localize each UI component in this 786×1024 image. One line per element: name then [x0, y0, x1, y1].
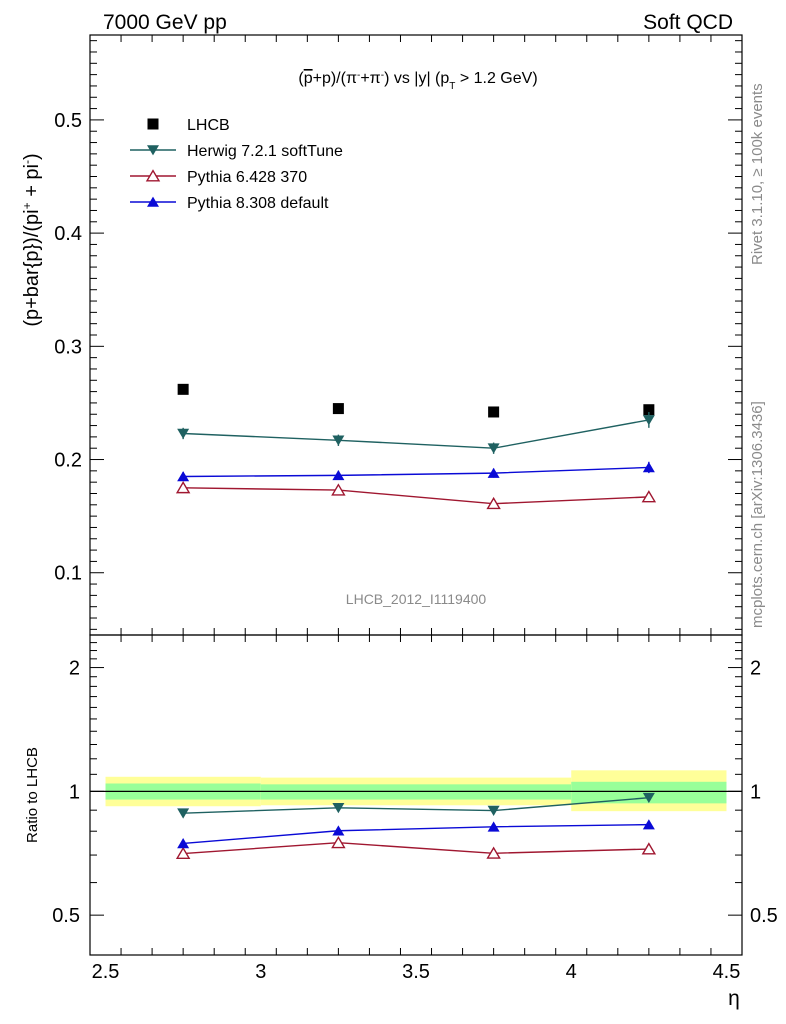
ylabel-mid: + pi — [21, 164, 43, 202]
legend-marker-herwig — [147, 145, 159, 156]
legend-label-lhcb: LHCB — [187, 117, 230, 134]
main-point-lhcb — [643, 404, 655, 416]
main-point-pythia8 — [177, 471, 190, 482]
ratio-point-pythia6 — [641, 842, 657, 855]
ratio-ytick-label-right: 1 — [750, 781, 761, 803]
title-sup-a: - — [357, 70, 360, 81]
main-point-lhcb — [332, 403, 344, 415]
legend-label-herwig: Herwig 7.2.1 softTune — [187, 143, 343, 160]
title-mid: +π — [360, 70, 380, 87]
ratio-xtick-label: 3.5 — [402, 961, 430, 983]
ratio-band-inner — [416, 784, 572, 800]
legend: LHCB Herwig 7.2.1 softTune Pythia 6.428 37… — [130, 117, 343, 212]
ratio-band-inner — [571, 781, 727, 804]
ratio-point-pythia8 — [487, 821, 500, 832]
ratio-series-layer — [175, 792, 657, 860]
rivet-info: Rivet 3.1.10, ≥ 100k events — [749, 83, 766, 265]
ratio-xtick-label: 2.5 — [92, 961, 120, 983]
ratio-point-herwig — [487, 805, 500, 816]
main-point-lhcb — [488, 406, 500, 418]
ratio-point-pythia8 — [642, 819, 655, 830]
main-line-pythia8 — [183, 466, 649, 478]
main-ytick-label: 0.3 — [54, 336, 82, 358]
main-line-herwig — [183, 419, 649, 449]
title-tail: > 1.2 GeV) — [455, 70, 537, 87]
ratio-line-pythia6 — [183, 842, 649, 855]
ratio-point-pythia8 — [332, 825, 345, 836]
main-ytick-label: 0.5 — [54, 110, 82, 132]
title-post-pi: ) vs |y| (p — [384, 70, 449, 87]
ratio-ylabel: Ratio to LHCB — [24, 747, 41, 843]
ratio-point-herwig — [177, 808, 190, 819]
main-ytick-label: 0.2 — [54, 450, 82, 472]
ratio-point-herwig — [332, 803, 345, 814]
ratio-ytick-label-right: 2 — [750, 658, 761, 680]
main-series-layer — [175, 383, 657, 510]
ratio-ytick-label-right: 0.5 — [750, 905, 778, 927]
axis-ticks: 0.1 0.2 0.3 0.4 0.5 2.5 3 3.5 4 4.5 0.5 0.5 1 1 2 2 — [52, 35, 778, 983]
ylabel-sup1: + — [20, 202, 34, 209]
ratio-ytick-label: 0.5 — [52, 905, 80, 927]
plot-title: (p+p)/(π-+π-) vs |y| (pT > 1.2 GeV) — [298, 70, 537, 92]
main-point-pythia6 — [175, 481, 191, 494]
title-pt-sub: T — [449, 81, 455, 92]
ratio-line-pythia8 — [183, 823, 649, 845]
main-ytick-label: 0.4 — [54, 223, 82, 245]
main-line-pythia6 — [183, 487, 649, 505]
main-point-herwig — [177, 428, 190, 439]
main-ytick-label: 0.1 — [54, 563, 82, 585]
x-axis-label: η — [728, 987, 740, 1010]
ratio-line-herwig — [183, 797, 649, 814]
ratio-xtick-label: 3 — [255, 961, 266, 983]
main-point-pythia6 — [641, 490, 657, 503]
legend-label-pythia8: Pythia 8.308 default — [187, 195, 329, 212]
header-energy: 7000 GeV pp — [103, 11, 227, 34]
ylabel-sup2: - — [20, 160, 34, 164]
mcplots-info: mcplots.cern.ch [arXiv:1306.3436] — [749, 401, 766, 628]
main-point-pythia8 — [332, 469, 345, 481]
ratio-ytick-label: 2 — [69, 658, 80, 680]
main-point-pythia8 — [642, 462, 655, 473]
ratio-band-inner — [260, 784, 416, 800]
ratio-xtick-label: 4.5 — [713, 961, 741, 983]
ratio-point-herwig — [642, 792, 655, 804]
title-pre-pi: +p)/(π — [313, 70, 357, 87]
main-point-pythia6 — [331, 483, 346, 496]
title-sup-b: - — [381, 70, 384, 81]
main-ylabel: (p+bar{p})/(pi+ + pi-) — [20, 153, 43, 326]
legend-label-pythia6: Pythia 6.428 370 — [187, 169, 307, 186]
ylabel-base: (p+bar{p})/(pi — [21, 209, 43, 326]
main-point-herwig — [487, 443, 500, 454]
legend-marker-lhcb — [147, 118, 159, 130]
main-point-herwig — [332, 435, 345, 446]
ylabel-close: ) — [21, 153, 43, 160]
ratio-bands — [105, 770, 727, 812]
header-process: Soft QCD — [643, 11, 733, 34]
ratio-point-pythia6 — [331, 835, 346, 849]
main-point-lhcb — [177, 383, 189, 395]
ratio-point-pythia8 — [177, 838, 190, 849]
main-point-pythia8 — [487, 467, 500, 478]
ratio-xtick-label: 4 — [566, 961, 577, 983]
ratio-panel-frame — [89, 634, 743, 956]
legend-marker-pythia8 — [147, 196, 159, 207]
main-point-herwig — [642, 415, 655, 426]
ratio-ytick-label: 1 — [69, 781, 80, 803]
main-point-pythia6 — [486, 496, 501, 510]
title-pbar: p — [304, 70, 313, 87]
legend-marker-pythia6 — [145, 169, 161, 182]
title-open: ( — [298, 70, 304, 87]
ratio-point-pythia6 — [175, 846, 191, 860]
ratio-point-pythia6 — [486, 846, 501, 859]
analysis-watermark: LHCB_2012_I1119400 — [346, 591, 487, 607]
